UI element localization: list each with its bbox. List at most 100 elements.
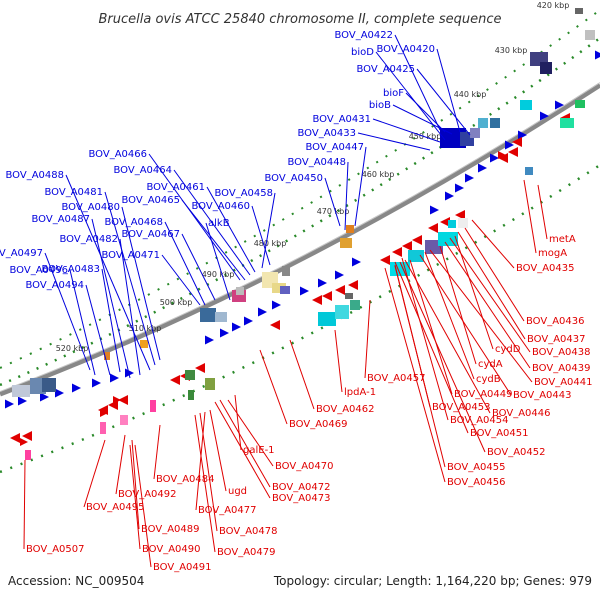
feature-block [215,312,227,322]
gene-label[interactable]: bioD [351,47,374,58]
gene-label[interactable]: alkB [208,218,230,229]
gene-label[interactable]: cydA [478,359,503,370]
label-leader [206,186,256,273]
gene-arrow [18,396,27,406]
gene-label[interactable]: BOV_A0436 [526,316,585,327]
gene-label[interactable]: BOV_A0473 [272,493,331,504]
gene-label[interactable]: BOV_A0458 [214,188,273,199]
gene-label[interactable]: BOV_A0464 [113,165,172,176]
gene-label[interactable]: BOV_A0487 [31,214,90,225]
gene-arrow [5,399,14,409]
gene-label[interactable]: lpdA-1 [344,387,376,398]
gene-label[interactable]: bioB [369,100,391,111]
gene-arrow [440,217,450,227]
gene-label[interactable]: BOV_A0491 [153,562,212,573]
feature-block [100,422,106,434]
gene-label[interactable]: BOV_A0446 [492,408,551,419]
gene-label[interactable]: cydD [495,344,521,355]
gene-label[interactable]: galE-1 [243,445,275,456]
gene-label[interactable]: BOV_A0462 [316,404,375,415]
gene-arrow [318,278,327,288]
gene-label[interactable]: bioF [383,88,404,99]
gene-label[interactable]: BOV_A0439 [532,363,591,374]
gene-label[interactable]: BOV_A0507 [26,544,85,555]
gene-label[interactable]: BOV_A0488 [5,170,64,181]
gene-arrow [72,383,81,393]
gene-label[interactable]: BOV_A0478 [219,526,278,537]
label-leader [205,222,231,301]
label-leader [199,412,218,532]
gene-label[interactable]: cydB [476,374,501,385]
gene-arrow [10,433,20,443]
gene-label[interactable]: BOV_A0496 [9,265,68,276]
gene-label[interactable]: BOV_A0437 [527,334,586,345]
gene-label[interactable]: BOV_A0420 [376,44,435,55]
gene-label[interactable]: BOV_A0484 [156,474,215,485]
gene-label[interactable]: BOV_A0450 [264,173,323,184]
kbp-label: 420 kbp [537,1,570,10]
gene-label[interactable]: metA [549,234,576,245]
gene-arrow [380,255,390,265]
gene-label[interactable]: BOV_A0433 [297,128,356,139]
gene-label[interactable]: BOV_A0468 [104,217,163,228]
gene-label[interactable]: BOV_A0465 [121,195,180,206]
gene-label[interactable]: BOV_A0443 [513,390,572,401]
gene-label[interactable]: mogA [538,248,567,259]
label-leader [101,268,121,373]
label-leader [214,401,271,499]
gene-label[interactable]: BOV_A0481 [44,187,103,198]
gene-label[interactable]: BOV_A0422 [334,30,393,41]
gene-label[interactable]: ugd [228,486,247,497]
gene-label[interactable]: BOV_A0469 [289,419,348,430]
gene-label[interactable]: BOV_A0448 [287,157,346,168]
gene-label[interactable]: BOV_A0483 [41,264,100,275]
gene-arrow [490,153,499,163]
feature-block [335,305,349,319]
gene-label[interactable]: BOV_A0454 [450,415,509,426]
gene-label[interactable]: BOV_A0482 [59,234,118,245]
gene-label[interactable]: BOV_A0466 [88,149,147,160]
gene-label[interactable]: BOV_A0489 [141,524,200,535]
gene-label[interactable]: BOV_A0453 [432,402,491,413]
gene-label[interactable]: BOV_A0452 [487,447,546,458]
kbp-label: 500 kbp [160,298,193,307]
gene-label[interactable]: BOV_A0461 [146,182,205,193]
gene-label[interactable]: BOV_A0425 [356,64,415,75]
gene-label[interactable]: BOV_A0456 [447,477,506,488]
label-leader [429,249,533,383]
gene-label[interactable]: BOV_A0460 [191,201,250,212]
gene-label[interactable]: BOV_A0467 [121,229,180,240]
gene-arrow [352,257,361,267]
gene-label[interactable]: BOV_A0477 [198,505,257,516]
gene-label[interactable]: BOV_A0494 [25,280,84,291]
label-leader [234,394,242,451]
gene-label[interactable]: BOV_A0449 [454,389,513,400]
gene-label[interactable]: BOV_A0457 [367,373,426,384]
gene-label[interactable]: BOV_A0495 [86,502,145,513]
gene-label[interactable]: BOV_A0441 [534,377,593,388]
gene-label[interactable]: BOV_A0497 [0,248,43,259]
gene-arrow [428,223,438,233]
gene-label[interactable]: BOV_A0438 [532,347,591,358]
tick-ring-far [0,9,600,369]
gene-label[interactable]: BOV_A0455 [447,462,506,473]
gene-label[interactable]: BOV_A0431 [312,114,371,125]
gene-label[interactable]: BOV_A0435 [516,263,575,274]
gene-label[interactable]: BOV_A0480 [61,202,120,213]
kbp-label: 430 kbp [495,46,528,55]
gene-label[interactable]: BOV_A0470 [275,461,334,472]
gene-label[interactable]: BOV_A0471 [101,250,160,261]
gene-arrow [348,280,358,290]
gene-label[interactable]: BOV_A0490 [142,544,201,555]
label-leader [364,299,371,379]
gene-label[interactable]: BOV_A0492 [118,489,177,500]
label-leader [121,206,161,361]
gene-label[interactable]: BOV_A0479 [217,547,276,558]
label-leader [372,118,441,143]
kbp-label: 520 kbp [56,344,89,353]
gene-label[interactable]: BOV_A0451 [470,428,529,439]
gene-arrow [498,153,508,163]
gene-arrow [244,316,253,326]
gene-label[interactable]: BOV_A0447 [305,142,364,153]
gene-label[interactable]: BOV_A0472 [272,482,331,493]
